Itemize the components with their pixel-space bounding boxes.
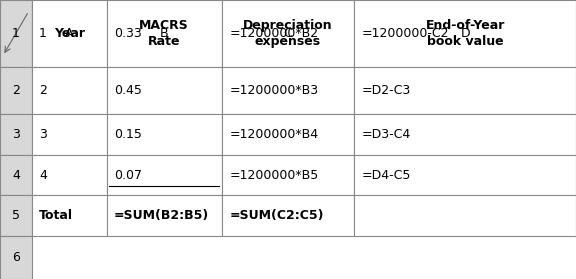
Bar: [222, 114, 354, 155]
Text: 1: 1: [39, 27, 47, 40]
Text: 6: 6: [12, 251, 20, 264]
Text: 0.33: 0.33: [114, 27, 142, 40]
Text: 3: 3: [12, 128, 20, 141]
Bar: [32, 67, 107, 114]
Text: 4: 4: [12, 169, 20, 182]
Text: 0.45: 0.45: [114, 84, 142, 97]
Text: =D3-C4: =D3-C4: [362, 128, 411, 141]
Bar: [354, 0, 576, 67]
Bar: [222, 0, 354, 67]
Text: Year: Year: [54, 27, 85, 40]
Bar: [0, 0, 32, 67]
Text: 4: 4: [39, 169, 47, 182]
Text: 5: 5: [12, 209, 20, 222]
Bar: [32, 155, 107, 195]
Text: A: A: [65, 27, 73, 40]
Bar: [354, 0, 576, 67]
Bar: [222, 0, 354, 67]
Bar: [354, 114, 576, 155]
Bar: [0, 67, 32, 114]
Bar: [0, 0, 32, 67]
Bar: [354, 195, 576, 236]
Text: MACRS
Rate: MACRS Rate: [139, 19, 189, 48]
Bar: [32, 114, 107, 155]
Bar: [0, 236, 32, 279]
Bar: [107, 195, 222, 236]
Bar: [107, 0, 222, 67]
Text: 2: 2: [39, 84, 47, 97]
Bar: [0, 195, 32, 236]
Text: Depreciation
expenses: Depreciation expenses: [243, 19, 333, 48]
Text: 0.15: 0.15: [114, 128, 142, 141]
Text: 2: 2: [12, 84, 20, 97]
Text: =SUM(B2:B5): =SUM(B2:B5): [114, 209, 209, 222]
Bar: [222, 155, 354, 195]
Text: B: B: [160, 27, 168, 40]
Bar: [0, 114, 32, 155]
Text: =D4-C5: =D4-C5: [362, 169, 411, 182]
Bar: [107, 114, 222, 155]
Bar: [107, 0, 222, 67]
Bar: [354, 67, 576, 114]
Text: =1200000*B2: =1200000*B2: [229, 27, 319, 40]
Bar: [32, 0, 107, 67]
Text: =1200000*B5: =1200000*B5: [229, 169, 319, 182]
Bar: [107, 0, 222, 67]
Bar: [222, 67, 354, 114]
Text: 3: 3: [39, 128, 47, 141]
Bar: [354, 0, 576, 67]
Bar: [107, 67, 222, 114]
Bar: [222, 195, 354, 236]
Bar: [107, 155, 222, 195]
Text: C: C: [283, 27, 293, 40]
Bar: [0, 155, 32, 195]
Bar: [32, 0, 107, 67]
Bar: [354, 155, 576, 195]
Text: D: D: [460, 27, 470, 40]
Bar: [222, 0, 354, 67]
Text: Total: Total: [39, 209, 73, 222]
Bar: [32, 0, 107, 67]
Text: End-of-Year
book value: End-of-Year book value: [426, 19, 505, 48]
Text: =D2-C3: =D2-C3: [362, 84, 411, 97]
Text: 0.07: 0.07: [114, 169, 142, 182]
Text: =1200000*B3: =1200000*B3: [229, 84, 319, 97]
Text: =1200000-C2: =1200000-C2: [362, 27, 449, 40]
Text: =1200000*B4: =1200000*B4: [229, 128, 319, 141]
Text: 1: 1: [12, 27, 20, 40]
Text: =SUM(C2:C5): =SUM(C2:C5): [229, 209, 324, 222]
Bar: [32, 195, 107, 236]
